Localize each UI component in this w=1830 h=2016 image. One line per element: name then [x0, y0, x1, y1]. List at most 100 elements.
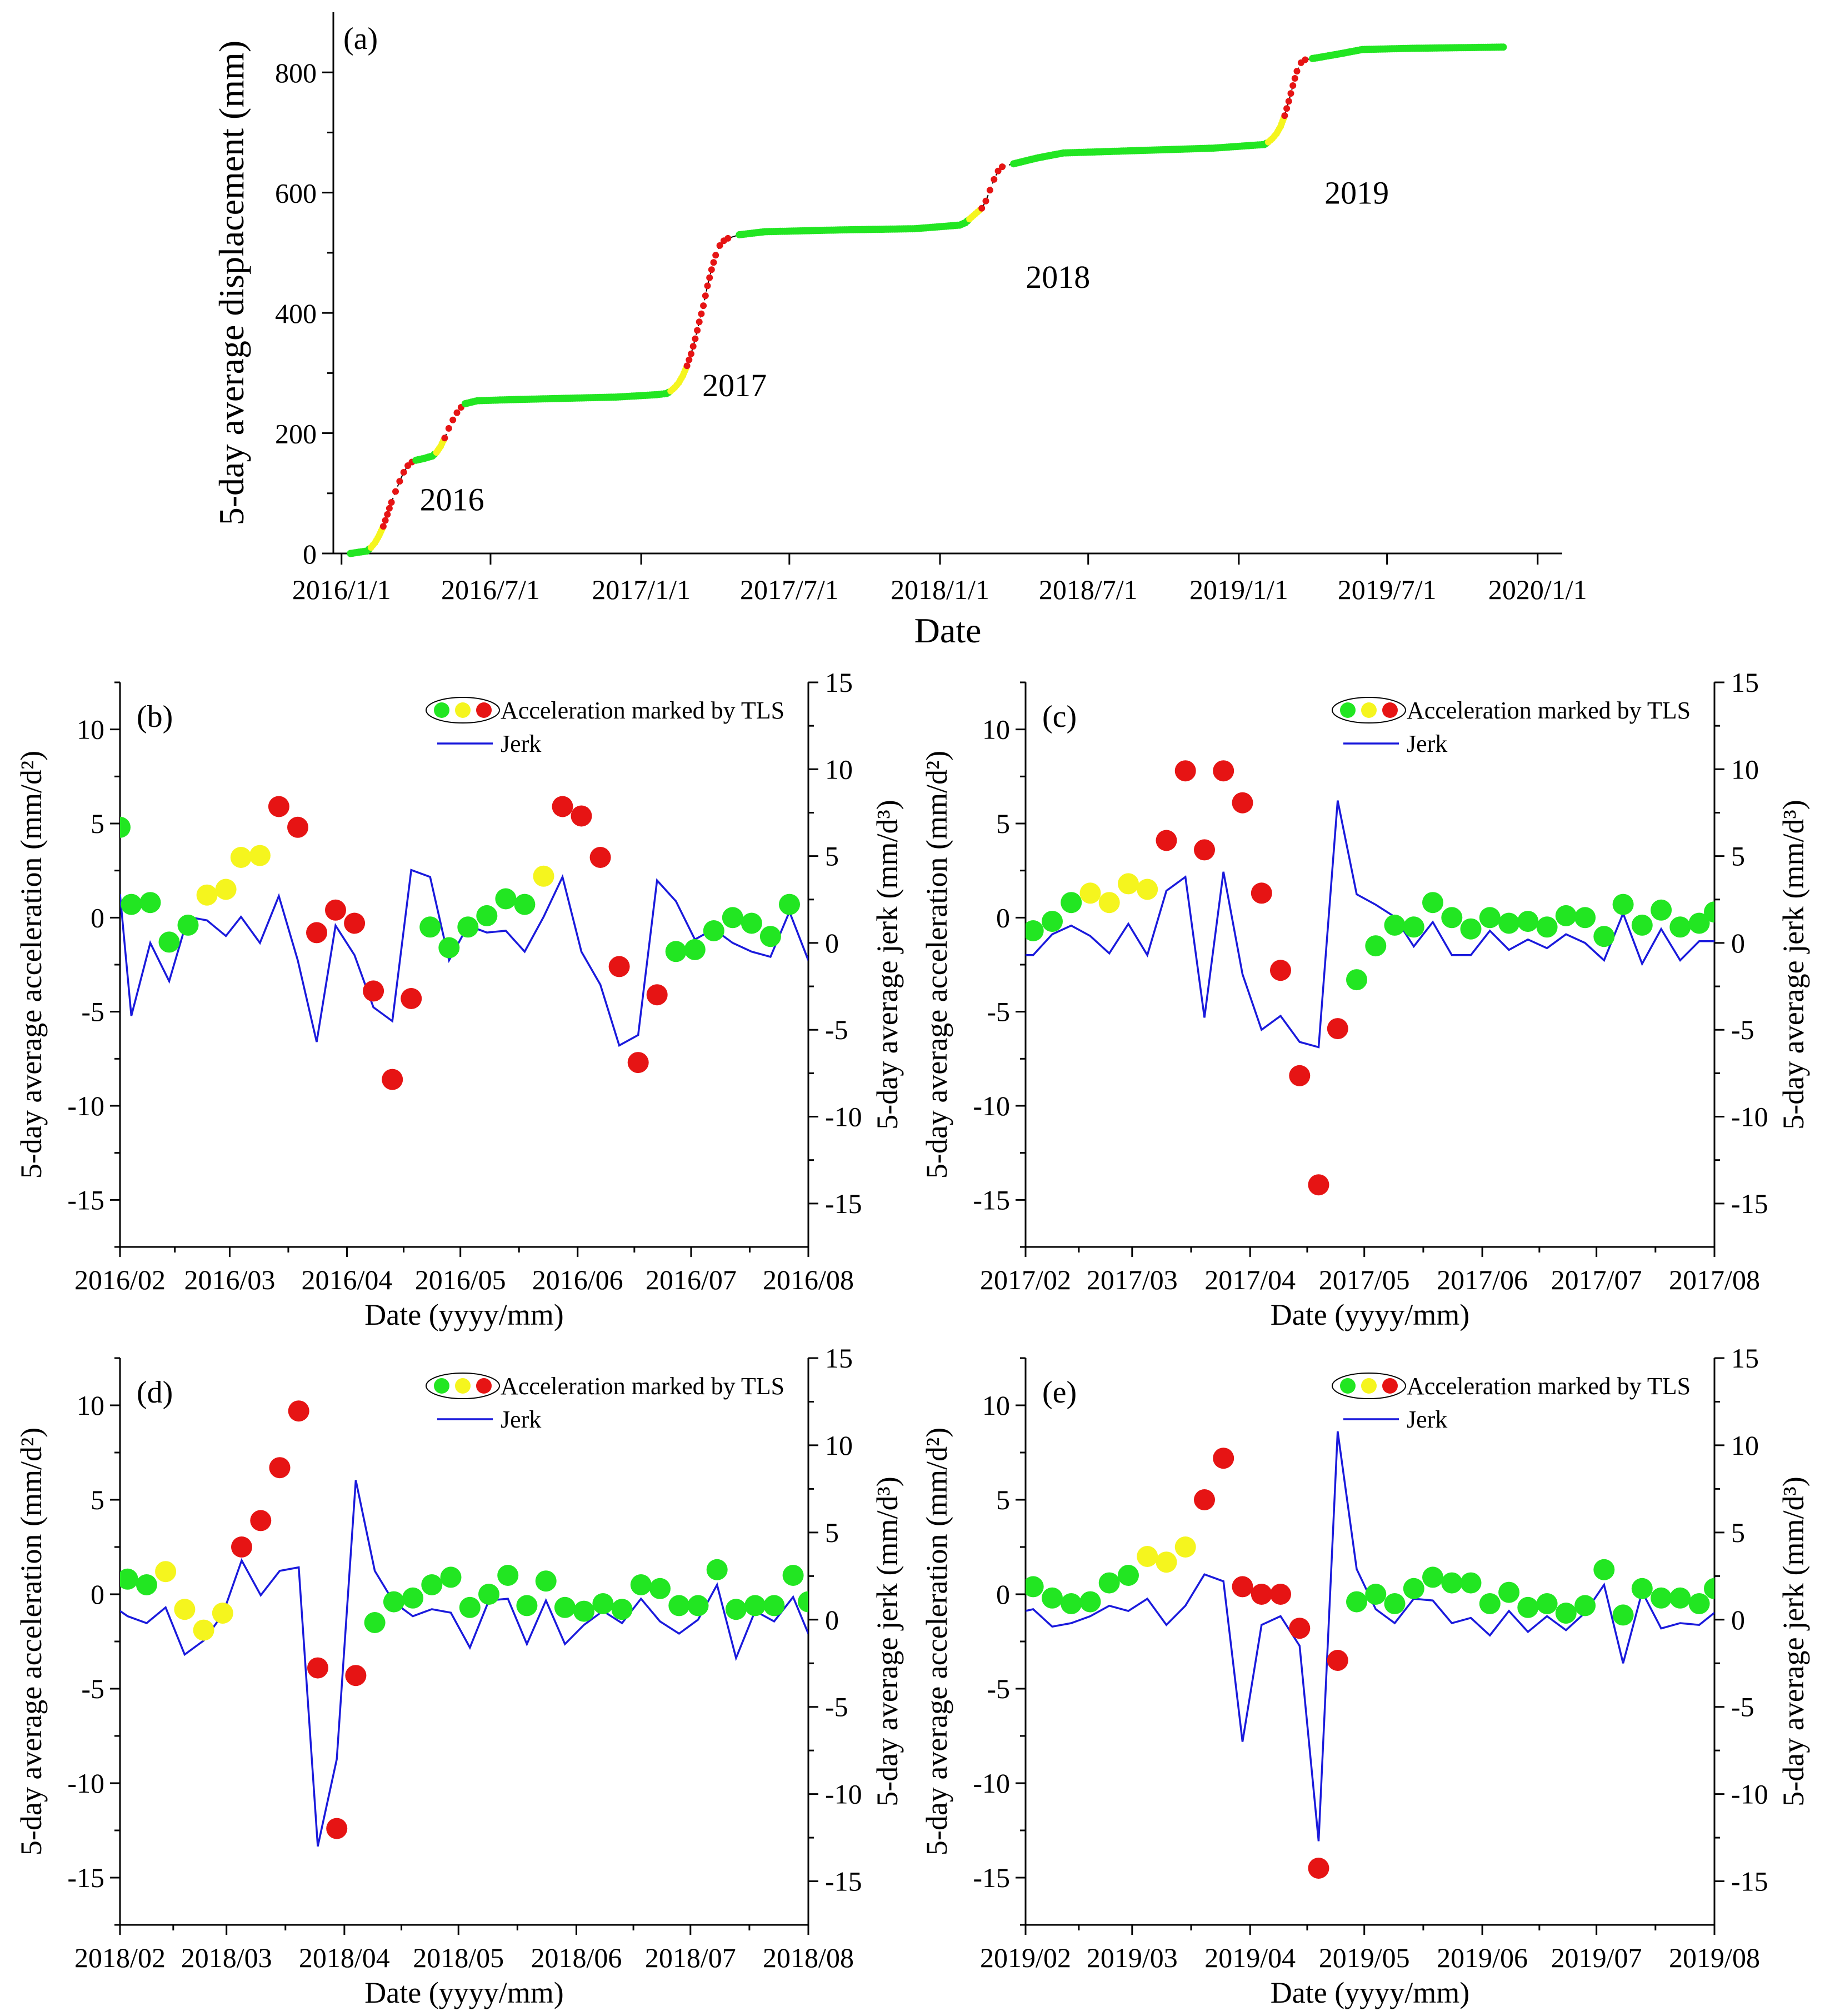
acceleration-point [1631, 914, 1653, 936]
right-axis-title: 5-day average jerk (mm/d³) [1777, 800, 1810, 1129]
x-tick-label: 2018/08 [763, 1942, 854, 1973]
plot-area [1026, 760, 1714, 1196]
right-tick-label: 10 [1731, 753, 1759, 785]
left-tick-label: 10 [77, 714, 104, 745]
displacement-point [716, 242, 723, 249]
y-tick-label: 400 [275, 298, 317, 329]
panel-label: (d) [137, 1375, 173, 1410]
y-tick-label: 0 [303, 538, 317, 570]
displacement-point [396, 478, 403, 485]
x-tick-label: 2017/08 [1669, 1264, 1760, 1295]
acceleration-point [1194, 839, 1215, 861]
acceleration-point [611, 1599, 633, 1620]
plot-area [120, 796, 808, 1090]
acceleration-point [554, 1596, 576, 1618]
acceleration-point [1079, 1591, 1101, 1613]
acceleration-point [1517, 1596, 1539, 1618]
acceleration-point [1174, 1536, 1196, 1558]
legend-acceleration-label: Acceleration marked by TLS [1407, 697, 1691, 724]
acceleration-point [1365, 1584, 1387, 1605]
displacement-point [708, 266, 715, 273]
acceleration-point [1669, 916, 1691, 938]
right-tick-label: 5 [825, 841, 839, 872]
left-tick-label: -5 [81, 1673, 104, 1704]
x-tick-label: 2017/04 [1204, 1264, 1296, 1295]
left-axis-title: 5-day average acceleration (mm/d²) [14, 751, 48, 1179]
acceleration-point [706, 1559, 728, 1580]
acceleration-point [1403, 916, 1424, 938]
acceleration-point [1327, 1650, 1348, 1671]
displacement-point [994, 167, 1002, 174]
acceleration-point [1251, 1584, 1272, 1605]
left-tick-label: -10 [67, 1768, 104, 1799]
acceleration-point [1098, 1572, 1120, 1594]
x-tick-label: 2018/06 [531, 1942, 622, 1973]
acceleration-point [438, 937, 460, 959]
acceleration-point [1327, 1018, 1348, 1040]
legend-green-marker [434, 1378, 449, 1394]
x-tick-label: 2019/08 [1669, 1942, 1760, 1973]
acceleration-point [1042, 911, 1063, 932]
right-tick-label: 5 [1731, 1517, 1745, 1548]
legend-yellow-marker [455, 702, 471, 718]
acceleration-point [1498, 912, 1520, 934]
displacement-point [1291, 75, 1298, 82]
displacement-point [706, 274, 713, 281]
acceleration-point [592, 1593, 614, 1614]
left-tick-label: 5 [996, 808, 1010, 839]
x-tick-label: 2016/07 [646, 1264, 737, 1295]
displacement-point [712, 252, 719, 259]
left-tick-label: 5 [91, 1484, 104, 1515]
acceleration-point [249, 845, 271, 866]
right-tick-label: 0 [1731, 927, 1745, 959]
acceleration-point [193, 1619, 214, 1641]
panel-c: -15 -10 -5 0 5 10 -15 -10 -5 0 5 10 15 2017/02 2017/03… [920, 667, 1810, 1331]
x-tick-label: 2019/05 [1319, 1942, 1410, 1973]
right-tick-label: 15 [825, 1343, 853, 1374]
acceleration-point [1251, 882, 1272, 904]
acceleration-point [158, 931, 180, 953]
acceleration-point [1460, 918, 1482, 940]
acceleration-point [744, 1595, 766, 1616]
acceleration-point [1026, 1576, 1044, 1598]
acceleration-point [1118, 873, 1139, 895]
acceleration-point [1517, 911, 1539, 932]
left-axis-title: 5-day average acceleration (mm/d²) [920, 1428, 953, 1855]
acceleration-point [177, 914, 199, 936]
x-tick-label: 2018/07 [645, 1942, 736, 1973]
displacement-point [991, 176, 998, 183]
acceleration-point [1194, 1489, 1215, 1510]
displacement-point [698, 310, 705, 317]
legend-green-marker [434, 702, 449, 718]
acceleration-point [1704, 1578, 1714, 1599]
left-tick-label: -10 [67, 1090, 104, 1121]
acceleration-point [1174, 760, 1196, 782]
acceleration-point [120, 1568, 138, 1590]
acceleration-point [215, 879, 237, 900]
right-tick-label: 0 [1731, 1604, 1745, 1635]
right-tick-label: -15 [825, 1188, 862, 1219]
x-tick-label: 2019/06 [1437, 1942, 1528, 1973]
acceleration-point [325, 899, 346, 921]
acceleration-point [1593, 1559, 1615, 1580]
displacement-point [453, 409, 461, 416]
left-tick-label: -5 [81, 996, 104, 1027]
left-tick-label: -10 [973, 1768, 1010, 1799]
displacement-point [445, 425, 452, 432]
legend-ellipse [1332, 1373, 1406, 1399]
x-axis-title: Date (yyyy/mm) [364, 1298, 563, 1331]
displacement-point [692, 335, 699, 342]
right-tick-label: -15 [1731, 1188, 1768, 1219]
left-tick-label: -5 [987, 1673, 1010, 1704]
right-tick-label: -5 [1731, 1014, 1754, 1045]
x-tick-label: 2016/02 [74, 1264, 166, 1295]
legend-ellipse [1332, 697, 1406, 723]
displacement-point [999, 163, 1006, 171]
x-tick-label: 2018/1/1 [891, 574, 989, 605]
jerk-line [120, 869, 808, 1047]
legend-red-marker [1382, 702, 1398, 718]
acceleration-point [703, 920, 724, 941]
acceleration-point [665, 941, 687, 962]
displacement-point [1285, 98, 1292, 105]
legend-acceleration-label: Acceleration marked by TLS [501, 697, 784, 724]
